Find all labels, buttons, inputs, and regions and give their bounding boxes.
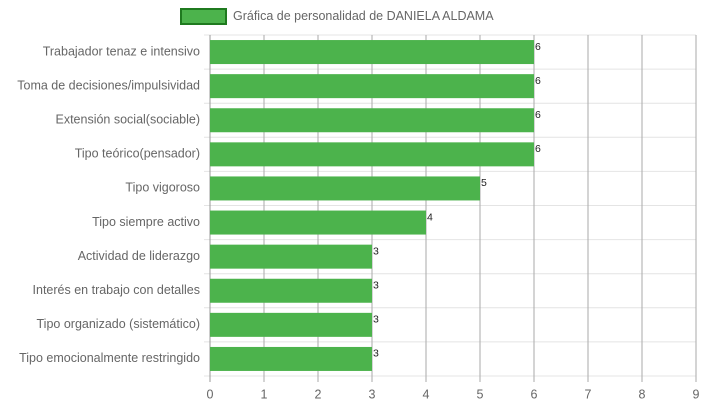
x-tick-label: 3	[369, 387, 376, 401]
y-tick-label: Extensión social(sociable)	[55, 113, 200, 127]
value-label: 6	[535, 75, 541, 87]
bar	[210, 74, 534, 99]
y-tick-label: Interés en trabajo con detalles	[33, 283, 200, 297]
bar	[210, 108, 534, 133]
x-tick-label: 9	[693, 387, 700, 401]
y-tick-label: Tipo organizado (sistemático)	[37, 317, 201, 331]
y-tick-label: Trabajador tenaz e intensivo	[43, 44, 200, 58]
x-tick-label: 5	[477, 387, 484, 401]
x-tick-label: 8	[639, 387, 646, 401]
y-tick-label: Tipo emocionalmente restringido	[19, 351, 200, 365]
x-tick-label: 6	[531, 387, 538, 401]
y-tick-label: Toma de decisiones/impulsividad	[17, 78, 200, 92]
value-label: 6	[535, 143, 541, 155]
y-tick-label: Tipo vigoroso	[125, 181, 200, 195]
bar	[210, 312, 372, 337]
bar	[210, 210, 426, 235]
x-tick-label: 7	[585, 387, 592, 401]
legend-label: Gráfica de personalidad de DANIELA ALDAM…	[233, 9, 494, 23]
legend-swatch	[180, 8, 227, 25]
bar	[210, 176, 480, 201]
bar	[210, 278, 372, 303]
x-tick-label: 1	[261, 387, 268, 401]
y-tick-label: Actividad de liderazgo	[78, 249, 200, 263]
value-label: 5	[481, 177, 487, 189]
value-label: 3	[373, 245, 379, 257]
value-label: 6	[535, 109, 541, 121]
value-label: 6	[535, 41, 541, 53]
bar	[210, 346, 372, 371]
value-label: 3	[373, 314, 379, 326]
x-tick-label: 0	[207, 387, 214, 401]
x-tick-label: 2	[315, 387, 322, 401]
bar	[210, 40, 534, 65]
value-label: 4	[427, 211, 433, 223]
x-tick-label: 4	[423, 387, 430, 401]
bar	[210, 244, 372, 269]
y-tick-label: Tipo teórico(pensador)	[75, 147, 200, 161]
y-tick-label: Tipo siempre activo	[92, 215, 200, 229]
value-label: 3	[373, 280, 379, 292]
value-label: 3	[373, 348, 379, 360]
bar	[210, 142, 534, 167]
